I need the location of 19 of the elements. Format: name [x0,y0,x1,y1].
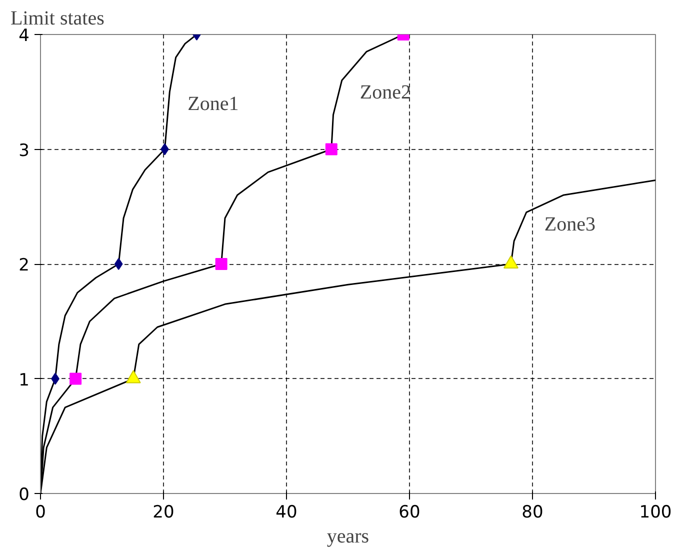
x-tick-label: 80 [522,502,544,522]
point [70,372,82,385]
point [126,370,141,384]
x-tick-label: 0 [35,502,46,522]
x-tick-label: 40 [276,502,298,522]
series-label: Zone3 [544,213,596,236]
series-label: Zone2 [360,81,411,104]
point [114,258,123,270]
x-tick-label: 60 [398,502,420,522]
y-tick-label: 3 [18,140,30,161]
x-tick-label: 20 [152,502,174,522]
y-tick-label: 1 [18,370,30,390]
x-tick-label: 100 [639,502,672,522]
point [325,143,338,156]
point [215,258,228,270]
y-tick-label: 0 [18,485,30,505]
series-label: Zone1 [188,92,239,115]
y-tick-label: 2 [18,256,30,276]
x-axis-title: years [326,526,370,548]
